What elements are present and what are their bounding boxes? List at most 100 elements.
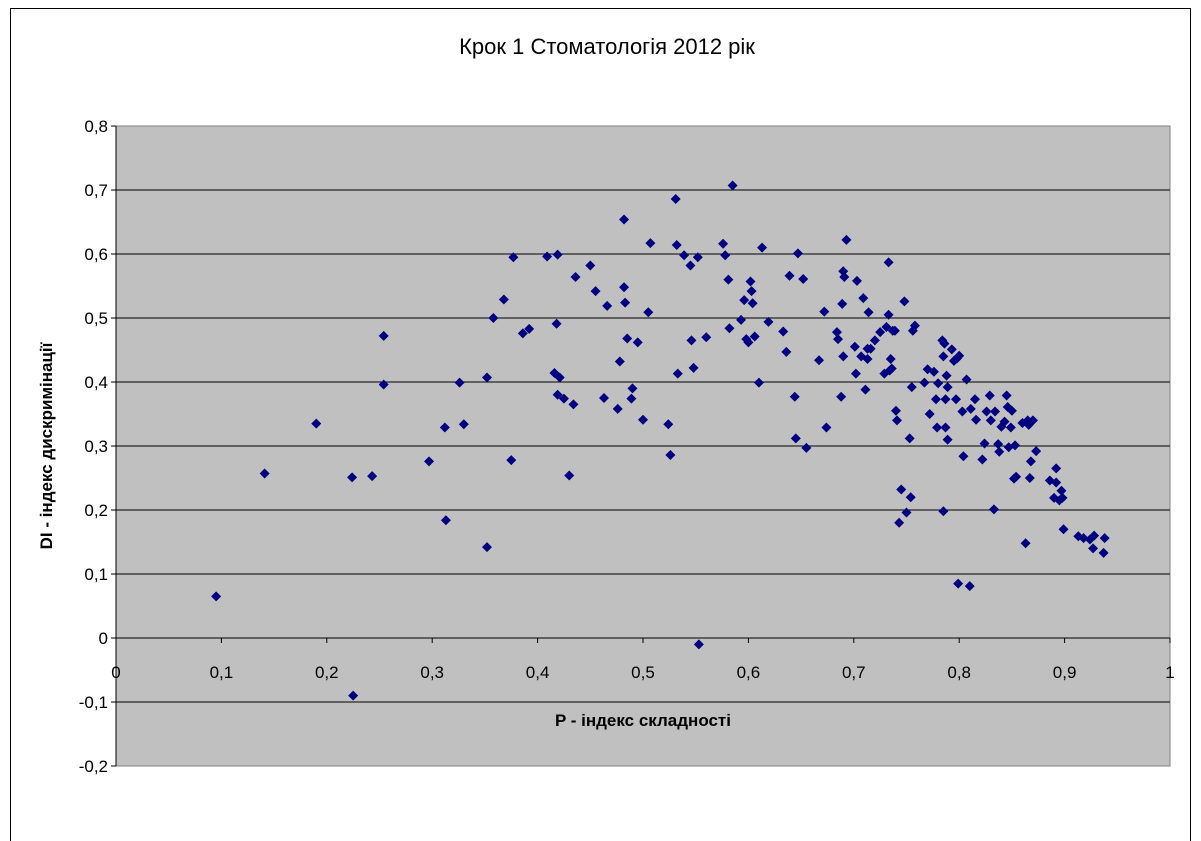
data-point	[590, 286, 601, 297]
data-point	[953, 578, 964, 589]
data-point	[863, 307, 874, 318]
data-point	[889, 325, 900, 336]
chart-frame	[10, 8, 1191, 841]
data-point	[865, 343, 876, 354]
data-point	[919, 377, 930, 388]
data-point	[747, 298, 758, 309]
data-point	[832, 334, 843, 345]
data-point	[928, 366, 939, 377]
data-point	[554, 372, 565, 383]
y-tick-label: 0,8	[84, 117, 108, 136]
data-point	[552, 389, 563, 400]
x-tick-label: 0,2	[315, 663, 339, 682]
x-tick-labels: 0 0,1 0,2 0,3 0,4 0,5 0,6 0,7 0,8 0,9 1	[111, 638, 1175, 682]
data-point	[883, 257, 894, 268]
data-point	[378, 379, 389, 390]
data-point	[622, 333, 633, 344]
data-point	[850, 368, 861, 379]
data-point	[1098, 547, 1109, 558]
data-point	[819, 306, 830, 317]
data-point	[1001, 390, 1012, 401]
data-point	[990, 406, 1001, 417]
x-tick-label: 0,3	[420, 663, 444, 682]
data-point	[977, 454, 988, 465]
data-point	[869, 335, 880, 346]
data-point	[981, 406, 992, 417]
data-point	[745, 276, 756, 287]
data-point	[896, 484, 907, 495]
data-point	[933, 378, 944, 389]
data-point	[692, 252, 703, 263]
data-point	[894, 517, 905, 528]
data-point	[585, 260, 596, 271]
data-point	[837, 298, 848, 309]
data-point	[849, 341, 860, 352]
x-tick-label: 0,8	[947, 663, 971, 682]
data-point	[701, 332, 712, 343]
data-point	[727, 180, 738, 191]
data-point	[971, 414, 982, 425]
data-point	[347, 472, 358, 483]
data-point	[670, 193, 681, 204]
data-point	[736, 314, 747, 325]
data-point	[961, 374, 972, 385]
data-point	[885, 353, 896, 364]
data-point	[790, 433, 801, 444]
x-tick-label: 0,4	[526, 663, 550, 682]
data-point	[798, 273, 809, 284]
data-point	[718, 238, 729, 249]
data-point	[839, 272, 850, 283]
data-point	[1024, 473, 1035, 483]
data-point	[564, 470, 575, 481]
data-point	[259, 468, 270, 479]
data-point	[778, 326, 789, 337]
data-point	[602, 300, 613, 311]
chart-title: Крок 1 Стоматологія 2012 рік	[459, 34, 755, 59]
data-point	[685, 260, 696, 271]
data-point	[883, 309, 894, 320]
data-point	[906, 382, 917, 393]
data-point	[1056, 485, 1067, 496]
y-tick-label: 0,7	[84, 181, 108, 200]
data-point	[899, 296, 910, 307]
y-tick-label: -0,2	[79, 757, 108, 776]
data-point	[627, 383, 638, 394]
data-point	[551, 318, 562, 329]
data-point	[643, 307, 654, 318]
data-point	[620, 297, 631, 308]
data-point	[924, 409, 935, 419]
data-point	[663, 419, 674, 430]
data-point	[984, 390, 995, 401]
data-point	[671, 240, 682, 251]
data-point	[542, 251, 553, 262]
data-point	[1027, 415, 1038, 426]
data-point	[568, 399, 579, 410]
data-point	[875, 327, 886, 338]
x-tick-label: 0	[111, 663, 120, 682]
y-tick-labels: -0,2 -0,1 0 0,1 0,2 0,3 0,4 0,5 0,6 0,7 0,8	[79, 117, 116, 776]
data-points	[211, 180, 1110, 701]
data-point	[614, 356, 625, 367]
data-point	[792, 248, 803, 259]
data-point	[686, 335, 697, 346]
data-point	[743, 337, 754, 348]
y-tick-label: 0,5	[84, 309, 108, 328]
data-point	[1089, 530, 1100, 541]
y-tick-label: -0,1	[79, 693, 108, 712]
data-point	[482, 542, 493, 553]
data-point	[931, 394, 942, 405]
data-point	[941, 370, 952, 381]
data-point	[951, 394, 962, 405]
data-point	[1020, 538, 1031, 549]
data-point	[821, 422, 832, 433]
data-point	[1010, 440, 1021, 451]
data-point	[781, 346, 792, 357]
data-point	[1051, 463, 1062, 474]
data-point	[965, 403, 976, 414]
data-point	[836, 391, 847, 402]
data-point	[757, 242, 768, 253]
data-point	[524, 323, 535, 334]
data-point	[841, 234, 852, 245]
data-point	[985, 415, 996, 426]
data-point	[988, 504, 999, 515]
